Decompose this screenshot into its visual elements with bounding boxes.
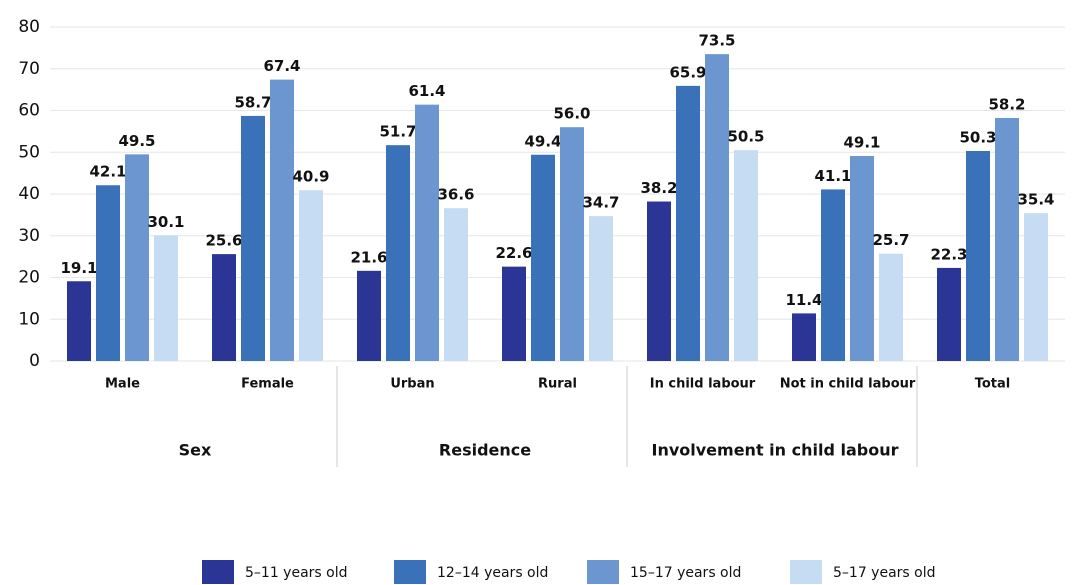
value-label: 25.6 [205, 232, 242, 250]
value-label: 61.4 [408, 82, 445, 100]
bar [676, 85, 700, 362]
value-label: 40.9 [292, 168, 329, 186]
value-label: 35.4 [1017, 191, 1054, 209]
value-label: 50.3 [959, 128, 996, 146]
value-label: 58.7 [234, 93, 271, 111]
y-tick-label: 50 [18, 142, 40, 162]
bar [705, 54, 729, 361]
bar [531, 154, 555, 361]
x-tick-label: Rural [538, 377, 577, 392]
bar [966, 150, 990, 361]
value-label: 67.4 [263, 57, 300, 75]
bar [850, 156, 874, 361]
bar [1024, 213, 1048, 361]
bar [821, 189, 845, 361]
value-label: 58.2 [988, 96, 1025, 114]
value-label: 65.9 [669, 63, 706, 81]
x-tick-label: Not in child labour [780, 377, 916, 392]
group-label: Residence [439, 441, 531, 460]
bar [415, 104, 439, 361]
y-tick-label: 10 [18, 309, 40, 329]
y-tick-label: 80 [18, 17, 40, 37]
bar [270, 79, 294, 361]
value-label: 42.1 [89, 163, 126, 181]
bar [502, 266, 526, 361]
y-tick-label: 70 [18, 59, 40, 79]
x-tick-label: Total [975, 377, 1011, 392]
legend-label: 5–11 years old [245, 565, 348, 581]
bar [357, 270, 381, 361]
value-label: 49.5 [118, 132, 155, 150]
value-label: 25.7 [872, 231, 909, 249]
x-tick-label: In child labour [650, 377, 756, 392]
value-label: 49.4 [524, 132, 561, 150]
bar [67, 281, 91, 361]
y-tick-label: 0 [29, 351, 40, 371]
bar [154, 235, 178, 361]
y-tick-label: 30 [18, 226, 40, 246]
value-label: 19.1 [60, 259, 97, 277]
value-label: 11.4 [785, 291, 822, 309]
bar [560, 127, 584, 361]
bar [995, 118, 1019, 361]
x-tick-label: Urban [390, 377, 434, 392]
value-label: 36.6 [437, 186, 474, 204]
value-label: 21.6 [350, 248, 387, 266]
value-label: 49.1 [843, 134, 880, 152]
group-label: Involvement in child labour [652, 441, 899, 460]
bar [589, 216, 613, 361]
legend-swatch [202, 560, 234, 584]
legend-swatch [394, 560, 426, 584]
legend-label: 5–17 years old [833, 565, 936, 581]
bar [241, 115, 265, 362]
value-label: 34.7 [582, 194, 619, 212]
bar [879, 253, 903, 361]
value-label: 41.1 [814, 167, 851, 185]
value-label: 22.3 [930, 245, 967, 263]
value-label: 38.2 [640, 179, 677, 197]
bar [96, 185, 120, 361]
bar [386, 145, 410, 361]
value-label: 22.6 [495, 244, 532, 262]
y-tick-label: 40 [18, 184, 40, 204]
value-label: 51.7 [379, 123, 416, 141]
value-label: 30.1 [147, 213, 184, 231]
x-tick-label: Male [105, 377, 140, 392]
bar [212, 254, 236, 361]
bar [299, 190, 323, 361]
bar [125, 154, 149, 361]
legend-label: 15–17 years old [630, 565, 741, 581]
y-tick-label: 20 [18, 268, 40, 288]
legend-label: 12–14 years old [437, 565, 548, 581]
group-label: Sex [179, 441, 212, 460]
x-tick-label: Female [241, 377, 294, 392]
value-label: 50.5 [727, 128, 764, 146]
value-label: 56.0 [553, 105, 590, 123]
bar [792, 313, 816, 361]
bar [937, 267, 961, 361]
legend-swatch [790, 560, 822, 584]
legend-swatch [587, 560, 619, 584]
bar [647, 201, 671, 361]
value-label: 73.5 [698, 32, 735, 50]
y-tick-label: 60 [18, 101, 40, 121]
bar [734, 150, 758, 361]
bar [444, 208, 468, 361]
